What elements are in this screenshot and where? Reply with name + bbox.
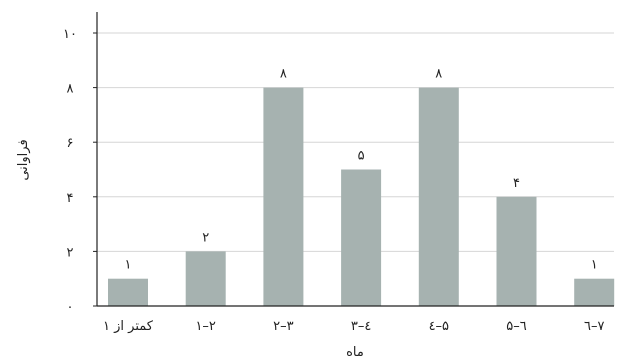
data-label: ۵: [358, 149, 365, 164]
x-tick-label: ۳–٤: [351, 319, 371, 334]
bar: [108, 279, 148, 306]
y-axis-title: فراوانی: [16, 139, 31, 180]
x-tick-label: ٤–۵: [429, 319, 449, 334]
y-tick-label: ۲: [67, 245, 74, 260]
data-label: ۴: [513, 176, 520, 191]
y-tick-label: ۱۰: [63, 27, 77, 42]
x-tick-label: ۲–۳: [273, 319, 293, 334]
bar: [497, 197, 537, 306]
y-tick-label: ۴: [67, 191, 74, 206]
x-tick-label: کمتر از ۱: [103, 319, 154, 334]
y-tick-labels: ۰ ۲ ۴ ۶ ۸ ۱۰: [63, 27, 77, 315]
data-label: ۲: [202, 230, 209, 245]
y-tick-label: ۸: [67, 82, 74, 97]
data-label: ۸: [435, 67, 442, 82]
x-tick-label: ۵–٦: [506, 319, 526, 334]
data-label: ۱: [125, 258, 132, 273]
x-tick-label: ۱–۲: [195, 319, 215, 334]
data-label: ۸: [280, 67, 287, 82]
bar: [341, 170, 381, 307]
y-tick-label: ۰: [67, 300, 74, 315]
bar: [574, 279, 614, 306]
y-tick-label: ۶: [67, 136, 74, 151]
x-axis-title: ماه: [346, 345, 364, 360]
data-label: ۱: [591, 258, 598, 273]
bar: [263, 88, 303, 306]
x-tick-labels: کمتر از ۱ ۱–۲ ۲–۳ ۳–٤ ٤–۵ ۵–٦ ٦–۷: [103, 319, 604, 334]
bar: [419, 88, 459, 306]
x-tick-label: ٦–۷: [584, 319, 604, 334]
bar: [186, 251, 226, 306]
